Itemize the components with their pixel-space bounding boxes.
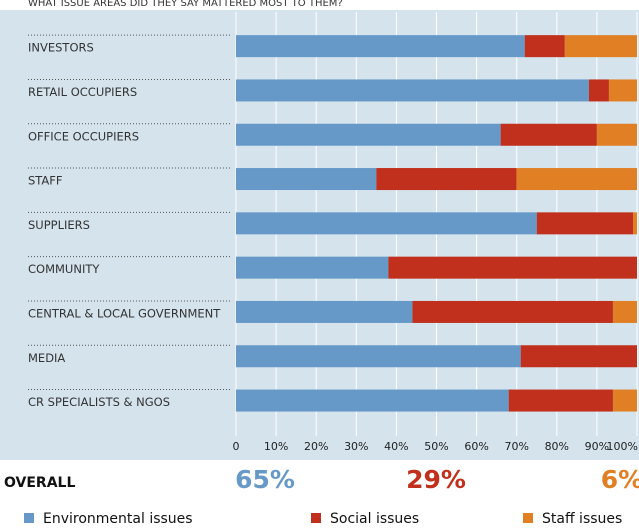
x-tick-label: 80% [545,440,569,453]
bar-segment [500,123,597,146]
category-label: STAFF [28,174,63,188]
bar-segment [536,212,633,235]
bar-segment [236,168,377,191]
overall-value: 65% [235,465,295,494]
x-tick-label: 0 [233,440,240,453]
x-tick-label: 30% [344,440,368,453]
legend-label: Social issues [330,511,419,527]
overall-value: 29% [406,465,466,494]
category-label: CENTRAL & LOCAL GOVERNMENT [28,306,221,320]
bar-segment [236,123,501,146]
overall-value: 6% [601,465,639,494]
bar-segment [236,389,509,412]
bar-segment [632,212,637,235]
legend-swatch [311,513,321,523]
bar-segment [388,256,637,279]
bar-segment [524,35,565,58]
bar-segment [236,212,537,235]
bar-segment [564,35,637,58]
legend-swatch [523,513,533,523]
bar-segment [508,389,613,412]
category-label: SUPPLIERS [28,218,90,232]
x-tick-label: 70% [504,440,528,453]
legend-label: Environmental issues [43,511,193,527]
bar-segment [236,79,589,102]
x-tick-label: 100% [607,440,638,453]
category-label: MEDIA [28,351,65,365]
legend-swatch [24,513,34,523]
bar-segment [608,79,637,102]
overall-label: OVERALL [4,475,75,491]
x-tick-label: 60% [464,440,488,453]
bar-segment [516,168,637,191]
category-label: INVESTORS [28,41,94,55]
x-tick-label: 10% [264,440,288,453]
bar-segment [612,389,637,412]
bar-segment [376,168,517,191]
bar-segment [236,35,525,58]
bar-segment [612,300,637,323]
bar-segment [520,345,637,368]
x-tick-label: 20% [304,440,328,453]
category-label: OFFICE OCCUPIERS [28,129,139,143]
bar-segment [236,300,413,323]
category-label: RETAIL OCCUPIERS [28,85,137,99]
bar-segment [596,123,637,146]
category-label: COMMUNITY [28,262,100,276]
legend-label: Staff issues [542,511,622,527]
x-tick-label: 50% [424,440,448,453]
x-tick-label: 90% [585,440,609,453]
bar-segment [236,345,521,368]
subtitle: WHAT ISSUE AREAS DID THEY SAY MATTERED M… [28,0,343,9]
bar-segment [412,300,613,323]
bar-segment [588,79,609,102]
x-tick-label: 40% [384,440,408,453]
category-label: CR SPECIALISTS & NGOS [28,395,170,409]
bar-segment [236,256,389,279]
